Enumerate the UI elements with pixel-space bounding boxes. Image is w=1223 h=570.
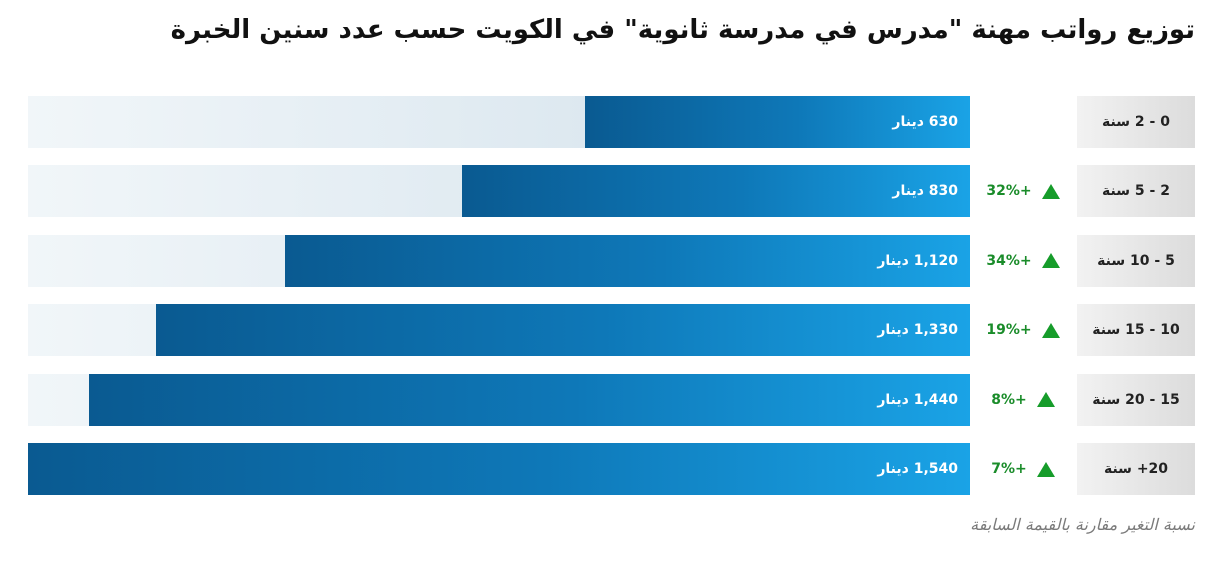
bar [584, 96, 970, 148]
change-percent: 8%+ [991, 391, 1027, 408]
triangle-up-icon [1036, 392, 1055, 408]
bar [28, 443, 970, 495]
bar-track [28, 373, 970, 426]
triangle-up-icon [1041, 322, 1060, 338]
chart-title: توزيع رواتب مهنة "مدرس في مدرسة ثانوية" … [170, 15, 1195, 45]
footnote: نسبة التغير مقارنة بالقيمة السابقة [970, 515, 1195, 534]
category-label: 0 - 2 سنة [1077, 96, 1195, 148]
bar [284, 234, 970, 287]
bar-track [28, 165, 970, 218]
bar-value-label: 630 دينار [892, 114, 958, 130]
bar-track [28, 96, 970, 148]
bar-track [28, 234, 970, 287]
triangle-up-icon [1041, 183, 1060, 199]
change-percent: 7%+ [991, 461, 1027, 477]
change-indicator [975, 96, 1071, 148]
category-label: 2 - 5 سنة [1077, 165, 1195, 218]
bar-row: 1,330 دينار 19%+ 10 - 15 سنة [0, 304, 1223, 357]
bar-value-label: 1,120 دينار [877, 252, 958, 269]
change-percent: 34%+ [986, 252, 1032, 269]
category-label: 5 - 10 سنة [1077, 234, 1195, 287]
bar [156, 304, 970, 357]
bar-row: 1,120 دينار 34%+ 5 - 10 سنة [0, 234, 1223, 287]
bar-row: 830 دينار 32%+ 2 - 5 سنة [0, 165, 1223, 218]
change-indicator: 8%+ [975, 374, 1071, 426]
bar-track [28, 304, 970, 357]
bar-value-label: 830 دينار [892, 183, 958, 200]
change-indicator: 7%+ [975, 443, 1071, 495]
bar-value-label: 1,540 دينار [877, 461, 958, 477]
change-indicator: 34%+ [975, 235, 1071, 287]
bar-value-label: 1,330 دينار [877, 322, 958, 339]
change-indicator: 32%+ [975, 165, 1071, 217]
category-label: 15 - 20 سنة [1077, 373, 1195, 426]
bar [462, 165, 970, 218]
bar-row: 1,540 دينار 7%+ 20+ سنة [0, 443, 1223, 495]
category-label: 10 - 15 سنة [1077, 304, 1195, 357]
bar-value-label: 1,440 دينار [877, 391, 958, 408]
category-label: 20+ سنة [1077, 443, 1195, 495]
triangle-up-icon [1036, 461, 1055, 477]
triangle-up-icon [1041, 253, 1060, 269]
bar-track [28, 443, 970, 495]
bar-row: 630 دينار 0 - 2 سنة [0, 96, 1223, 148]
bar-row: 1,440 دينار 8%+ 15 - 20 سنة [0, 373, 1223, 426]
change-percent: 32%+ [986, 183, 1032, 200]
change-indicator: 19%+ [975, 304, 1071, 356]
change-percent: 19%+ [986, 322, 1032, 339]
bar [89, 373, 970, 426]
